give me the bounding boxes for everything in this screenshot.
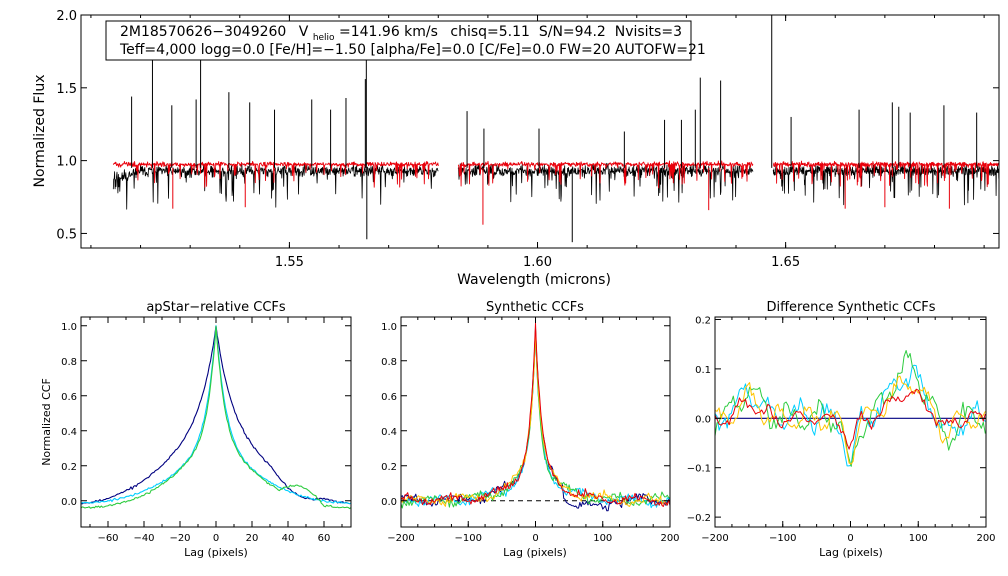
info-v-label: V	[299, 24, 309, 40]
difference-ccf-ytick-label: −0.2	[687, 513, 711, 524]
apstar-ccf-ytick-label: 0.6	[61, 392, 77, 403]
spectrum-ylabel: Normalized Flux	[32, 75, 48, 188]
difference-ccf-lines	[715, 350, 986, 467]
info-v-value: =141.96 km/s	[339, 24, 438, 40]
spectrum-ytick-label: 1.5	[56, 82, 77, 97]
apstar-ccf-ytick-label: 0.4	[61, 427, 77, 438]
spectrum-lines	[112, 15, 999, 243]
visit-1-apstar-ccf-line	[81, 325, 351, 505]
synthetic-ccf-xtick-label: 200	[660, 533, 679, 544]
apstar-ccf-ytick-label: 1.0	[61, 322, 77, 333]
synthetic-ccf-panel: Synthetic CCFs −200 −100 0 100 200 0.0 0.2 0.4 0…	[381, 300, 679, 559]
apstar-ccf-xtick-label: −60	[97, 533, 118, 544]
apstar-ccf-ticks: −60 −40 −20 0 20 40 60 0.0 0.2 0.4 0.6 0.8 1.0	[61, 317, 351, 544]
spectrum-frame	[80, 14, 1000, 249]
synthetic-ccf-ytick-label: 1.0	[381, 322, 397, 333]
spectrum-xlabel: Wavelength (microns)	[457, 272, 611, 288]
apstar-ccf-title: apStar−relative CCFs	[146, 300, 286, 315]
difference-ccf-ytick-label: −0.1	[687, 464, 711, 475]
info-star: 2M18570626−3049260	[120, 24, 286, 40]
synthetic-ccf-ytick-label: 0.8	[381, 357, 397, 368]
synthetic-ccf-ytick-label: 0.2	[381, 462, 397, 473]
synthetic-ccf-lines	[401, 322, 670, 512]
difference-ccf-xlabel: Lag (pixels)	[819, 546, 883, 559]
visit-3-apstar-ccf-line	[81, 325, 351, 510]
info-stats: chisq=5.11 S/N=94.2 Nvisits=3	[450, 24, 682, 40]
apstar-ccf-xlabel: Lag (pixels)	[184, 546, 248, 559]
difference-ccf-xtick-label: −200	[701, 533, 728, 544]
visit-1-synthetic-ccf-line	[401, 335, 670, 509]
observed-spectrum-chip-1	[112, 163, 439, 210]
model-spectrum-chip-1	[112, 160, 439, 188]
visit-3-synthetic-ccf-line	[401, 329, 670, 507]
synthetic-ccf-xtick-label: 100	[593, 533, 612, 544]
info-line-1: 2M18570626−3049260 V helio =141.96 km/s …	[120, 24, 682, 44]
synthetic-ccf-xtick-label: −100	[455, 533, 482, 544]
difference-ccf-ytick-label: 0.2	[695, 315, 711, 326]
apstar-ccf-lines	[81, 325, 351, 510]
model-spectrum-chip-2	[457, 160, 754, 189]
visit-4-synthetic-ccf-line	[401, 322, 670, 507]
visit-2-apstar-ccf-line	[81, 325, 351, 505]
visit-2-difference-ccf-line	[715, 350, 986, 467]
difference-ccf-xtick-label: −100	[769, 533, 796, 544]
apstar-ccf-xtick-label: 20	[246, 533, 259, 544]
synthetic-ccf-xtick-label: 0	[532, 533, 538, 544]
apstar-ccf-xtick-label: −20	[169, 533, 190, 544]
apstar-ccf-ylabel: Normalized CCF	[40, 378, 53, 466]
visit-4-difference-ccf-line	[715, 388, 986, 450]
difference-ccf-ytick-label: 0.1	[695, 365, 711, 376]
spectrum-ytick-label: 0.5	[56, 227, 77, 242]
spectrum-xtick-label: 1.65	[771, 255, 800, 270]
difference-ccf-title: Difference Synthetic CCFs	[766, 300, 935, 315]
difference-ccf-xtick-label: 200	[976, 533, 995, 544]
spectrum-ticks: 1.55 1.60 1.65 0.5 1.0 1.5 2.0	[56, 9, 999, 270]
synthetic-ccf-ytick-label: 0.4	[381, 427, 397, 438]
synthetic-ccf-xtick-label: −200	[387, 533, 414, 544]
synthetic-ccf-xlabel: Lag (pixels)	[503, 546, 567, 559]
synthetic-ccf-ytick-label: 0.6	[381, 392, 397, 403]
spectrum-xtick-label: 1.60	[523, 255, 552, 270]
difference-ccf-xtick-label: 0	[847, 533, 853, 544]
info-box	[105, 20, 692, 61]
apstar-ccf-ytick-label: 0.2	[61, 462, 77, 473]
spectrum-xtick-label: 1.55	[275, 255, 304, 270]
info-v-sub: helio	[313, 33, 335, 43]
synthetic-ccf-ytick-label: 0.0	[381, 497, 397, 508]
apstar-ccf-ytick-label: 0.8	[61, 357, 77, 368]
model-spectrum-chip-3	[772, 160, 999, 188]
difference-ccf-panel: Difference Synthetic CCFs −200 −100 0 100 20…	[687, 300, 996, 559]
combined-synthetic-ccf-line	[401, 328, 670, 512]
apstar-ccf-xtick-label: 40	[282, 533, 295, 544]
difference-ccf-ticks: −200 −100 0 100 200 −0.2 −0.1 0.0 0.1 0.2	[687, 315, 996, 544]
apstar-ccf-xtick-label: 0	[213, 533, 219, 544]
difference-ccf-xtick-label: 100	[909, 533, 928, 544]
visit-1-difference-ccf-line	[715, 364, 986, 467]
spectrum-ytick-label: 1.0	[56, 155, 77, 170]
apstar-ccf-xtick-label: −40	[133, 533, 154, 544]
apstar-ccf-xtick-label: 60	[318, 533, 331, 544]
apstar-ccf-ytick-label: 0.0	[61, 497, 77, 508]
spectrum-panel: 1.55 1.60 1.65 0.5 1.0 1.5 2.0 2M18570626−3049…	[32, 9, 1000, 288]
apstar-ccf-frame	[80, 316, 352, 528]
synthetic-ccf-title: Synthetic CCFs	[486, 300, 584, 315]
info-line-2: Teff=4,000 logg=0.0 [Fe/H]=−1.50 [alpha/…	[119, 42, 706, 58]
visit-2-synthetic-ccf-line	[401, 327, 670, 509]
difference-ccf-ytick-label: 0.0	[695, 414, 711, 425]
spectrum-ytick-label: 2.0	[56, 9, 77, 24]
apstar-ccf-panel: apStar−relative CCFs −60 −40 −20 0 20 40 60 0.0…	[40, 300, 352, 559]
synthetic-ccf-ticks: −200 −100 0 100 200 0.0 0.2 0.4 0.6 0.8 1.0	[381, 317, 680, 544]
